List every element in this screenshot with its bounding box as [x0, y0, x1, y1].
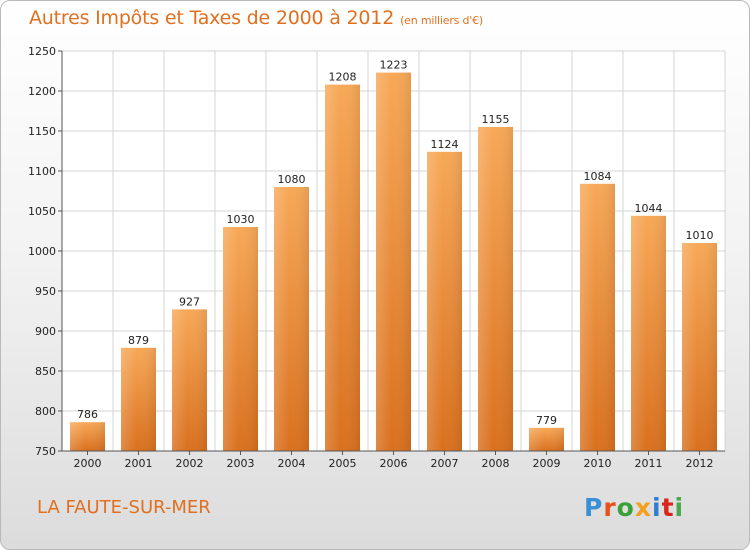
- x-tick-label: 2007: [431, 457, 459, 470]
- data-label: 1030: [227, 213, 255, 226]
- data-label: 1155: [482, 113, 510, 126]
- bars: [70, 72, 717, 452]
- x-tick-label: 2006: [380, 457, 408, 470]
- bar-shine: [172, 309, 207, 451]
- data-label: 779: [536, 414, 557, 427]
- data-label: 1223: [380, 59, 408, 72]
- logo-letter: o: [616, 493, 635, 522]
- logo-letter: r: [603, 493, 617, 522]
- x-tick-label: 2011: [635, 457, 663, 470]
- bar-shine: [70, 422, 105, 451]
- x-tick-label: 2000: [74, 457, 102, 470]
- bar-shine: [682, 243, 717, 451]
- data-label: 786: [77, 408, 98, 421]
- x-tick-label: 2010: [584, 457, 612, 470]
- x-tick-label: 2004: [278, 457, 306, 470]
- chart-title: Autres Impôts et Taxes de 2000 à 2012 (en…: [29, 7, 483, 29]
- logo-letter: P: [584, 493, 604, 522]
- data-label: 1084: [584, 170, 612, 183]
- data-labels: 786 879 927 1030 1080 1208 1223 1124 1155 779 1084…: [77, 59, 714, 427]
- logo-letter: x: [634, 493, 652, 522]
- x-tick-label: 2001: [125, 457, 153, 470]
- x-tick-label: 2008: [482, 457, 510, 470]
- bar-shine: [274, 187, 309, 451]
- data-label: 879: [128, 334, 149, 347]
- bar-shine: [427, 151, 462, 452]
- x-axis: 2000 2001 2002 2003 2004 2005 2006 2007 2008 2009…: [62, 450, 725, 470]
- proxiti-logo[interactable]: Proxiti: [584, 493, 684, 522]
- bar-shine: [631, 215, 666, 451]
- city-name: LA FAUTE-SUR-MER: [37, 497, 211, 518]
- data-label: 1208: [329, 71, 357, 84]
- data-label: 1080: [278, 173, 306, 186]
- y-tick-label: 1000: [28, 245, 56, 258]
- x-tick-label: 2003: [227, 457, 255, 470]
- bar-shine: [580, 183, 615, 452]
- bar-shine: [478, 127, 513, 451]
- y-tick-label: 900: [35, 325, 56, 338]
- data-label: 1044: [635, 202, 663, 215]
- title-text: Autres Impôts et Taxes de 2000 à 2012: [29, 7, 395, 29]
- y-tick-label: 750: [35, 445, 56, 458]
- bar-shine: [376, 72, 411, 451]
- bar-shine: [529, 427, 564, 451]
- y-tick-label: 1050: [28, 205, 56, 218]
- x-tick-label: 2012: [686, 457, 714, 470]
- y-tick-label: 1250: [28, 45, 56, 58]
- y-tick-label: 1100: [28, 165, 56, 178]
- data-label: 927: [179, 295, 200, 308]
- y-tick-label: 850: [35, 365, 56, 378]
- y-tick-label: 1150: [28, 125, 56, 138]
- chart-subtitle: (en milliers d'€): [400, 14, 483, 27]
- y-tick-label: 1200: [28, 85, 56, 98]
- y-axis: 750 800 850 900 950 1000 1050 1100 1150 1200 1250: [28, 45, 63, 458]
- x-tick-label: 2005: [329, 457, 357, 470]
- logo-letter: t: [661, 493, 675, 522]
- y-tick-label: 950: [35, 285, 56, 298]
- x-tick-label: 2009: [533, 457, 561, 470]
- bar-shine: [121, 347, 156, 451]
- logo-letter: i: [652, 493, 662, 522]
- y-tick-label: 800: [35, 405, 56, 418]
- data-label: 1124: [431, 138, 459, 151]
- data-label: 1010: [686, 229, 714, 242]
- logo-letter: i: [674, 493, 685, 522]
- x-tick-label: 2002: [176, 457, 204, 470]
- bar-shine: [325, 84, 360, 451]
- bar-shine: [223, 227, 258, 451]
